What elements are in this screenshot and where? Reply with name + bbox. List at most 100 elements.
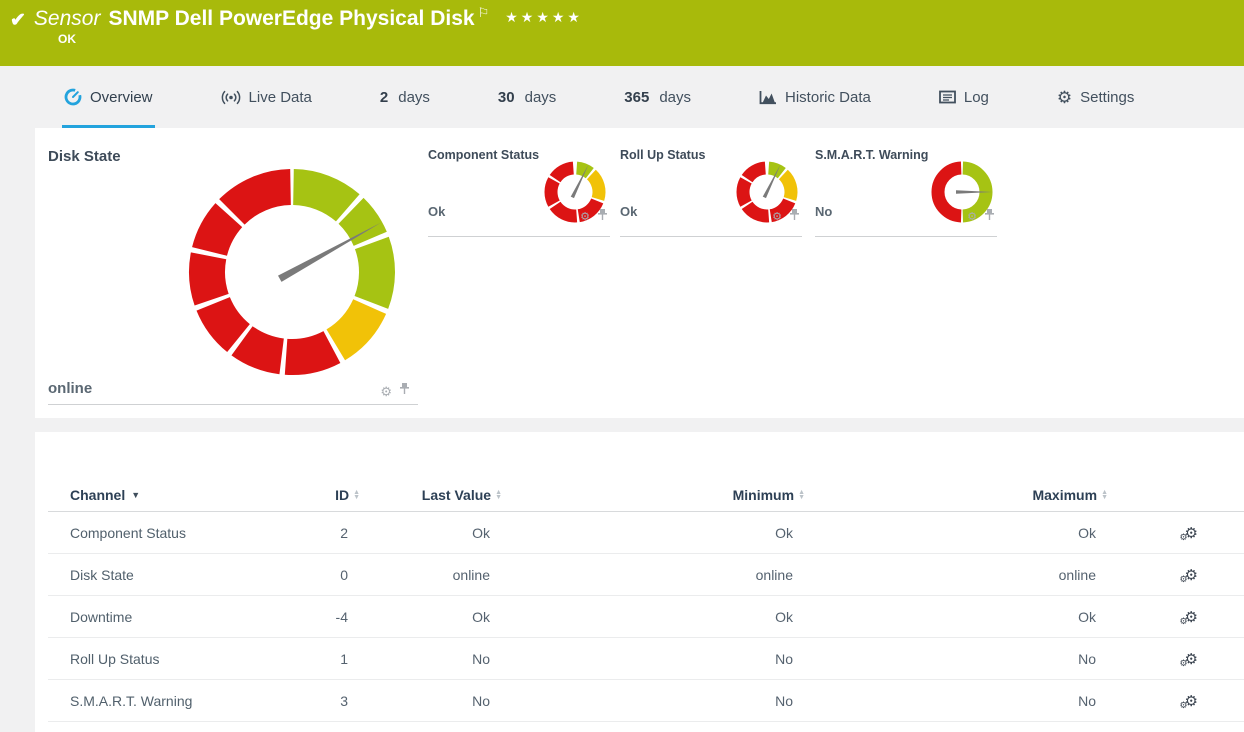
channel-maximum: Ok: [1078, 608, 1096, 625]
channel-id: -4: [335, 608, 348, 625]
panel-pin-icon[interactable]: [399, 382, 410, 400]
channel-table: Channel ▼ ID ▲ ▼ Last Value ▲ ▼ Minimum ▲ ▼ Maximum…: [48, 478, 1244, 722]
channel-name[interactable]: Roll Up Status: [70, 650, 160, 667]
tab-label: Live Data: [248, 88, 312, 106]
panel-title: Disk State: [48, 148, 121, 165]
tab-30-days[interactable]: 30 days: [496, 66, 558, 128]
channel-maximum: No: [1078, 692, 1096, 709]
panel-gear-icon[interactable]: ⚙: [967, 210, 977, 223]
roll-up-status-gauge: [735, 160, 799, 229]
flag-icon[interactable]: ⚐: [477, 5, 490, 20]
table-header-row: Channel ▼ ID ▲ ▼ Last Value ▲ ▼ Minimum ▲ ▼ Maximum…: [48, 478, 1244, 512]
tab-label: Settings: [1080, 88, 1135, 106]
tab-label: days: [659, 88, 692, 106]
panel-divider: [815, 236, 997, 237]
tab-live-data[interactable]: Live Data: [219, 66, 314, 128]
panel-gear-icon[interactable]: ⚙: [580, 210, 590, 223]
component-status-panel: Component Status Ok ⚙: [428, 142, 610, 238]
page-title: SNMP Dell PowerEdge Physical Disk: [108, 7, 475, 30]
section-gap: [0, 418, 1244, 432]
component-status-gauge: [543, 160, 607, 229]
sensor-status-text: OK: [58, 32, 76, 46]
channel-minimum: Ok: [775, 524, 793, 541]
tab-label: days: [398, 88, 430, 106]
disk-state-panel: Disk State online ⚙: [35, 128, 420, 418]
channel-table-section: Channel ▼ ID ▲ ▼ Last Value ▲ ▼ Minimum ▲ ▼ Maximum…: [35, 432, 1244, 732]
table-row: S.M.A.R.T. Warning 3 No No No ⚙ ⚙: [48, 680, 1244, 722]
settings-icon: ⚙: [1056, 87, 1073, 107]
tab-number: 30: [497, 88, 515, 106]
gauge-value-label: Ok: [428, 204, 446, 219]
tab-historic-data[interactable]: Historic Data: [757, 66, 873, 128]
priority-stars[interactable]: ★★★★★: [505, 9, 583, 25]
channel-id: 3: [340, 692, 348, 709]
channel-maximum: Ok: [1078, 524, 1096, 541]
tab-label: Overview: [90, 88, 153, 106]
panel-divider: [428, 236, 610, 237]
column-header-minimum[interactable]: Minimum ▲ ▼: [732, 486, 805, 503]
sort-icon: ▲ ▼: [798, 488, 805, 501]
channel-minimum: No: [775, 650, 793, 667]
log-icon: [938, 90, 956, 104]
channel-last-value: No: [472, 692, 490, 709]
tab-settings[interactable]: ⚙ Settings: [1055, 66, 1136, 128]
channel-last-value: Ok: [472, 524, 490, 541]
sensor-header: ✔ Sensor SNMP Dell PowerEdge Physical Di…: [0, 0, 1244, 66]
panel-gear-icon[interactable]: ⚙: [772, 210, 782, 223]
sort-icon: ▲ ▼: [495, 488, 502, 501]
gauge-value-label: Ok: [620, 204, 638, 219]
channel-id: 2: [340, 524, 348, 541]
tab-number: 365: [624, 88, 650, 106]
column-header-maximum[interactable]: Maximum ▲ ▼: [1032, 486, 1108, 503]
channel-name[interactable]: Component Status: [70, 524, 186, 541]
roll-up-status-panel: Roll Up Status Ok ⚙: [620, 142, 802, 238]
channel-name[interactable]: Disk State: [70, 566, 134, 583]
panel-pin-icon[interactable]: [984, 208, 995, 226]
gauges-section: Disk State online ⚙ Component Status Ok ⚙ R…: [35, 128, 1244, 418]
panel-divider: [48, 404, 418, 405]
channel-settings-gears-icon[interactable]: ⚙ ⚙: [1179, 524, 1198, 542]
object-kind-label: Sensor: [33, 7, 101, 30]
s-m-a-r-t-warning-panel: S.M.A.R.T. Warning No ⚙: [815, 142, 997, 238]
channel-id: 1: [340, 650, 348, 667]
panel-gear-icon[interactable]: ⚙: [380, 383, 392, 399]
tab-log[interactable]: Log: [937, 66, 991, 128]
chart-icon: [759, 90, 777, 105]
live-icon: [221, 90, 241, 105]
table-row: Component Status 2 Ok Ok Ok ⚙ ⚙: [48, 512, 1244, 554]
channel-minimum: Ok: [775, 608, 793, 625]
panel-pin-icon[interactable]: [597, 208, 608, 226]
channel-name[interactable]: S.M.A.R.T. Warning: [70, 692, 193, 709]
tab-label: days: [524, 88, 557, 106]
gauge-value-label: No: [815, 204, 833, 219]
table-row: Downtime -4 Ok Ok Ok ⚙ ⚙: [48, 596, 1244, 638]
tab-2-days[interactable]: 2 days: [378, 66, 432, 128]
channel-settings-gears-icon[interactable]: ⚙ ⚙: [1179, 608, 1198, 626]
tab-label: Historic Data: [785, 88, 871, 106]
channel-name[interactable]: Downtime: [70, 608, 133, 625]
tab-number: 2: [379, 88, 389, 106]
tab-label: Log: [963, 88, 989, 106]
sorted-desc-icon: ▼: [131, 489, 141, 500]
disk-state-gauge: [186, 166, 398, 383]
channel-settings-gears-icon[interactable]: ⚙ ⚙: [1179, 566, 1198, 584]
table-row: Disk State 0 online online online ⚙ ⚙: [48, 554, 1244, 596]
channel-maximum: online: [1058, 566, 1096, 583]
table-row: Roll Up Status 1 No No No ⚙ ⚙: [48, 638, 1244, 680]
column-header-channel[interactable]: Channel ▼: [70, 486, 141, 503]
s-m-a-r-t-warning-gauge: [930, 160, 994, 229]
channel-last-value: Ok: [472, 608, 490, 625]
gauge-value-label: online: [48, 380, 93, 397]
sort-icon: ▲ ▼: [1101, 488, 1108, 501]
panel-pin-icon[interactable]: [789, 208, 800, 226]
tab-overview[interactable]: Overview: [62, 66, 155, 128]
tab-365-days[interactable]: 365 days: [622, 66, 693, 128]
panel-title: Component Status: [428, 148, 540, 162]
panel-title: S.M.A.R.T. Warning: [815, 148, 929, 162]
channel-settings-gears-icon[interactable]: ⚙ ⚙: [1179, 692, 1198, 710]
channel-id: 0: [340, 566, 348, 583]
panel-divider: [620, 236, 802, 237]
channel-settings-gears-icon[interactable]: ⚙ ⚙: [1179, 650, 1198, 668]
column-header-id[interactable]: ID ▲ ▼: [335, 486, 360, 503]
column-header-last-value[interactable]: Last Value ▲ ▼: [421, 486, 502, 503]
